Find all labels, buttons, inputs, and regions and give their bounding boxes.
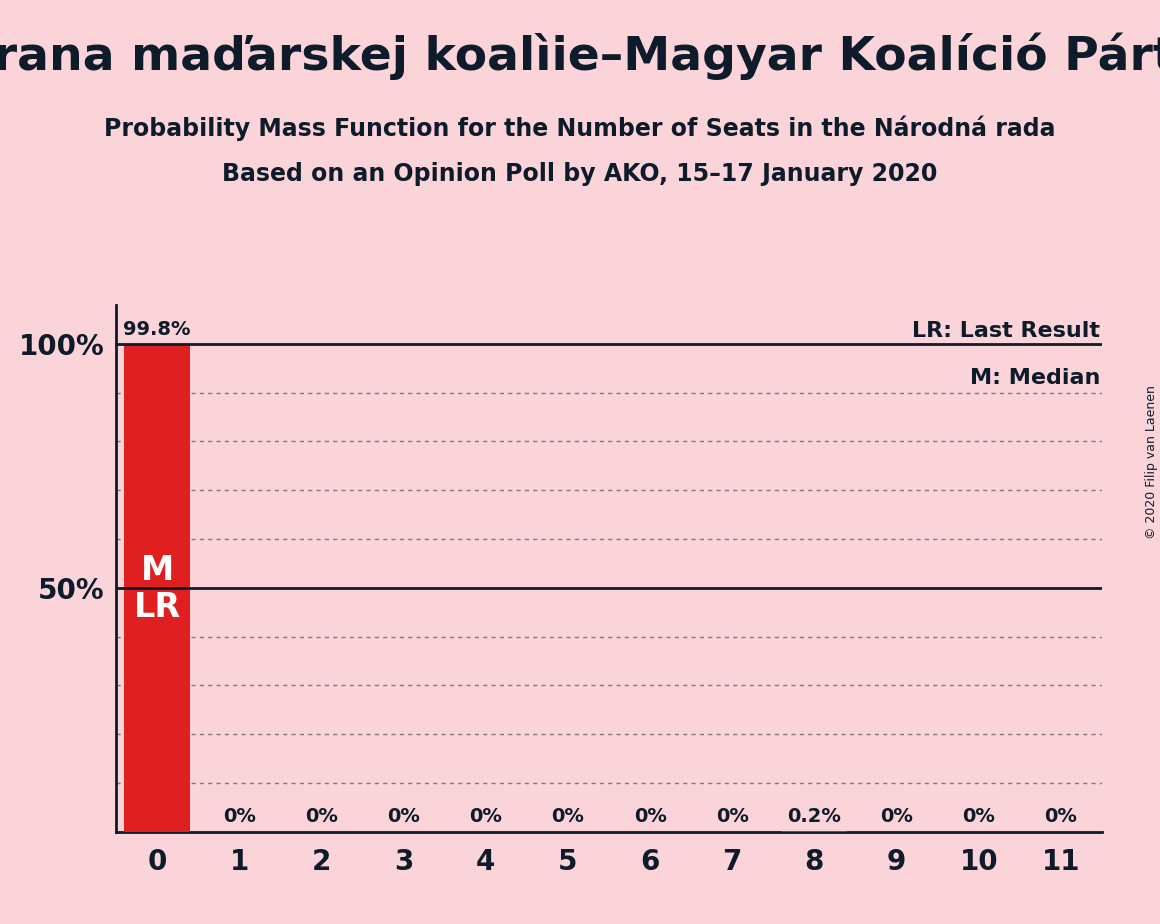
Text: 0%: 0% — [1044, 807, 1078, 826]
Text: M: M — [140, 554, 174, 587]
Text: 0%: 0% — [880, 807, 913, 826]
Text: LR: LR — [133, 590, 181, 624]
Text: 0%: 0% — [633, 807, 667, 826]
Text: 0%: 0% — [716, 807, 748, 826]
Text: Strana maďarskej koalìie–Magyar Koalíció Pártja: Strana maďarskej koalìie–Magyar Koalíció… — [0, 32, 1160, 79]
Text: 0%: 0% — [551, 807, 585, 826]
Bar — [782, 831, 847, 832]
Text: 0%: 0% — [223, 807, 255, 826]
Text: 0%: 0% — [470, 807, 502, 826]
Text: M: Median: M: Median — [970, 368, 1100, 388]
Text: Based on an Opinion Poll by AKO, 15–17 January 2020: Based on an Opinion Poll by AKO, 15–17 J… — [223, 162, 937, 186]
Text: © 2020 Filip van Laenen: © 2020 Filip van Laenen — [1145, 385, 1159, 539]
Text: 0.2%: 0.2% — [788, 807, 841, 826]
Text: LR: Last Result: LR: Last Result — [912, 321, 1100, 341]
Text: Probability Mass Function for the Number of Seats in the Národná rada: Probability Mass Function for the Number… — [104, 116, 1056, 141]
Bar — [124, 345, 190, 832]
Text: 99.8%: 99.8% — [123, 320, 191, 339]
Text: 0%: 0% — [963, 807, 995, 826]
Text: 0%: 0% — [387, 807, 420, 826]
Text: 0%: 0% — [305, 807, 338, 826]
